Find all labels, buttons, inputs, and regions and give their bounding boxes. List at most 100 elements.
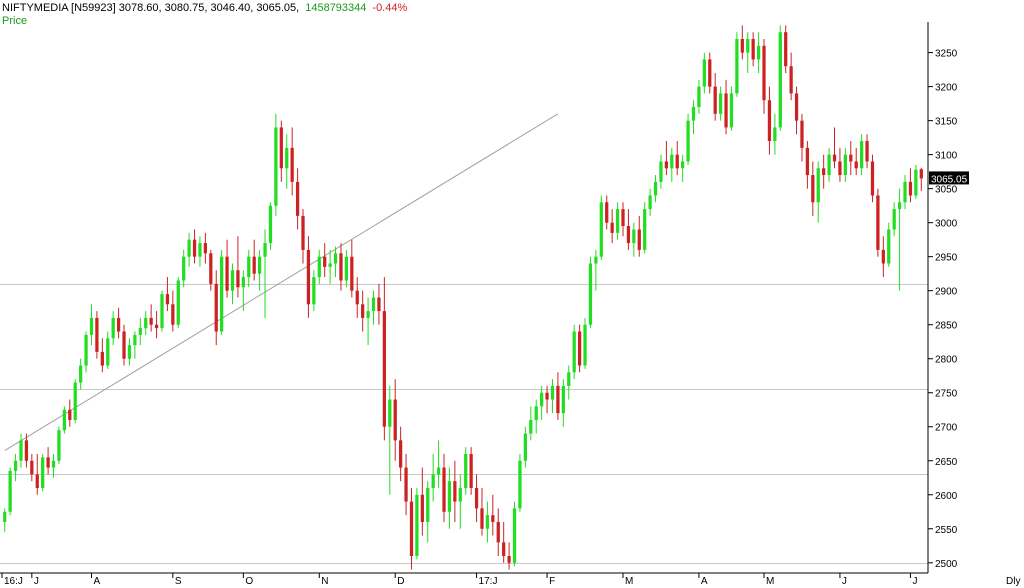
candle-up	[447, 481, 452, 512]
candle-up	[550, 385, 555, 400]
candle-down	[849, 154, 853, 162]
candle-down	[556, 385, 560, 414]
candle-down	[832, 154, 837, 162]
candle-up	[653, 181, 658, 196]
candle-down	[95, 317, 99, 352]
candle-down	[306, 249, 311, 305]
x-tick-label: S	[175, 576, 182, 587]
candle-down	[339, 253, 343, 281]
candle-down	[203, 243, 208, 254]
candle-up	[529, 419, 533, 434]
candle-down	[165, 294, 170, 305]
change-text: -0.44%	[372, 2, 408, 14]
candle-up	[263, 243, 267, 257]
y-tick-label: 2850	[935, 321, 958, 332]
candle-up	[615, 209, 620, 233]
candle-up	[599, 202, 603, 257]
last-price-tag: 3065.05	[929, 171, 969, 185]
candle-up	[426, 487, 430, 522]
candle-down	[100, 351, 104, 366]
candle-up	[643, 209, 647, 250]
candle-up	[344, 256, 349, 281]
candle-up	[572, 331, 576, 373]
candle-down	[496, 521, 500, 543]
candle-up	[681, 161, 685, 169]
x-tick-label: M	[766, 576, 774, 587]
candle-down	[30, 460, 34, 475]
candle-up	[816, 168, 820, 203]
candle-up	[366, 311, 370, 318]
candle-up	[436, 467, 441, 475]
candle-up	[594, 256, 598, 264]
candle-down	[409, 501, 414, 556]
x-tick-label: J	[912, 576, 917, 587]
candle-up	[583, 324, 587, 366]
candle-down	[870, 161, 875, 196]
candle-up	[79, 365, 83, 383]
candle-up	[333, 253, 338, 264]
candle-up	[176, 280, 180, 325]
candle-up	[3, 511, 7, 522]
candle-up	[686, 120, 690, 162]
candle-up	[691, 107, 696, 121]
candle-down	[794, 93, 799, 121]
candle-down	[919, 169, 923, 179]
x-tick-label: 17:J	[479, 576, 498, 587]
candle-up	[285, 147, 289, 169]
candle-down	[350, 256, 354, 291]
candle-down	[116, 317, 121, 332]
candle-down	[279, 127, 283, 169]
candle-down	[605, 202, 609, 223]
candle-up	[648, 195, 652, 210]
candle-up	[106, 338, 110, 366]
candle-up	[160, 294, 164, 329]
candle-down	[908, 181, 913, 196]
candle-down	[361, 304, 365, 318]
candle-up	[897, 202, 902, 210]
candle-up	[62, 409, 66, 431]
candle-up	[746, 39, 750, 53]
candle-down	[252, 256, 256, 274]
candle-down	[740, 39, 744, 53]
candle-down	[295, 181, 300, 216]
candle-down	[610, 222, 614, 233]
candle-down	[382, 311, 386, 427]
candle-up	[241, 277, 245, 288]
candle-up	[659, 161, 663, 182]
x-axis-ticks: 16:J J A S O N D 17:J F M A M J J	[1, 573, 917, 587]
candle-up	[512, 508, 517, 563]
candle-down	[865, 141, 869, 162]
candle-up	[827, 154, 831, 176]
candle-up	[729, 93, 734, 128]
candle-down	[469, 453, 473, 488]
candle-down	[209, 253, 213, 284]
candle-up	[540, 392, 544, 407]
candle-up	[887, 229, 891, 264]
candle-down	[675, 154, 679, 169]
candle-down	[290, 147, 294, 182]
candle-down	[822, 168, 826, 176]
candle-up	[702, 59, 706, 87]
candle-up	[860, 141, 864, 169]
candle-up	[247, 256, 251, 278]
y-tick-label: 2700	[935, 423, 958, 434]
candle-down	[377, 297, 381, 312]
candle-up	[187, 239, 191, 257]
candle-up	[773, 127, 777, 142]
candle-down	[805, 147, 810, 176]
candle-up	[274, 127, 278, 206]
candle-up	[632, 229, 636, 244]
candle-up	[670, 154, 674, 169]
candle-down	[881, 249, 885, 264]
horizontal-lines	[0, 284, 928, 564]
candle-up	[230, 270, 235, 291]
candle-down	[225, 256, 229, 291]
y-axis-ticks: 2500 2550 2600 2650 2700 2750 2800 2850 2900 2950…	[928, 49, 958, 570]
candle-up	[561, 385, 565, 414]
candle-up	[588, 263, 593, 325]
candle-up	[485, 515, 490, 529]
y-tick-label: 3200	[935, 83, 958, 94]
candle-down	[442, 467, 446, 512]
candle-down	[876, 195, 880, 250]
